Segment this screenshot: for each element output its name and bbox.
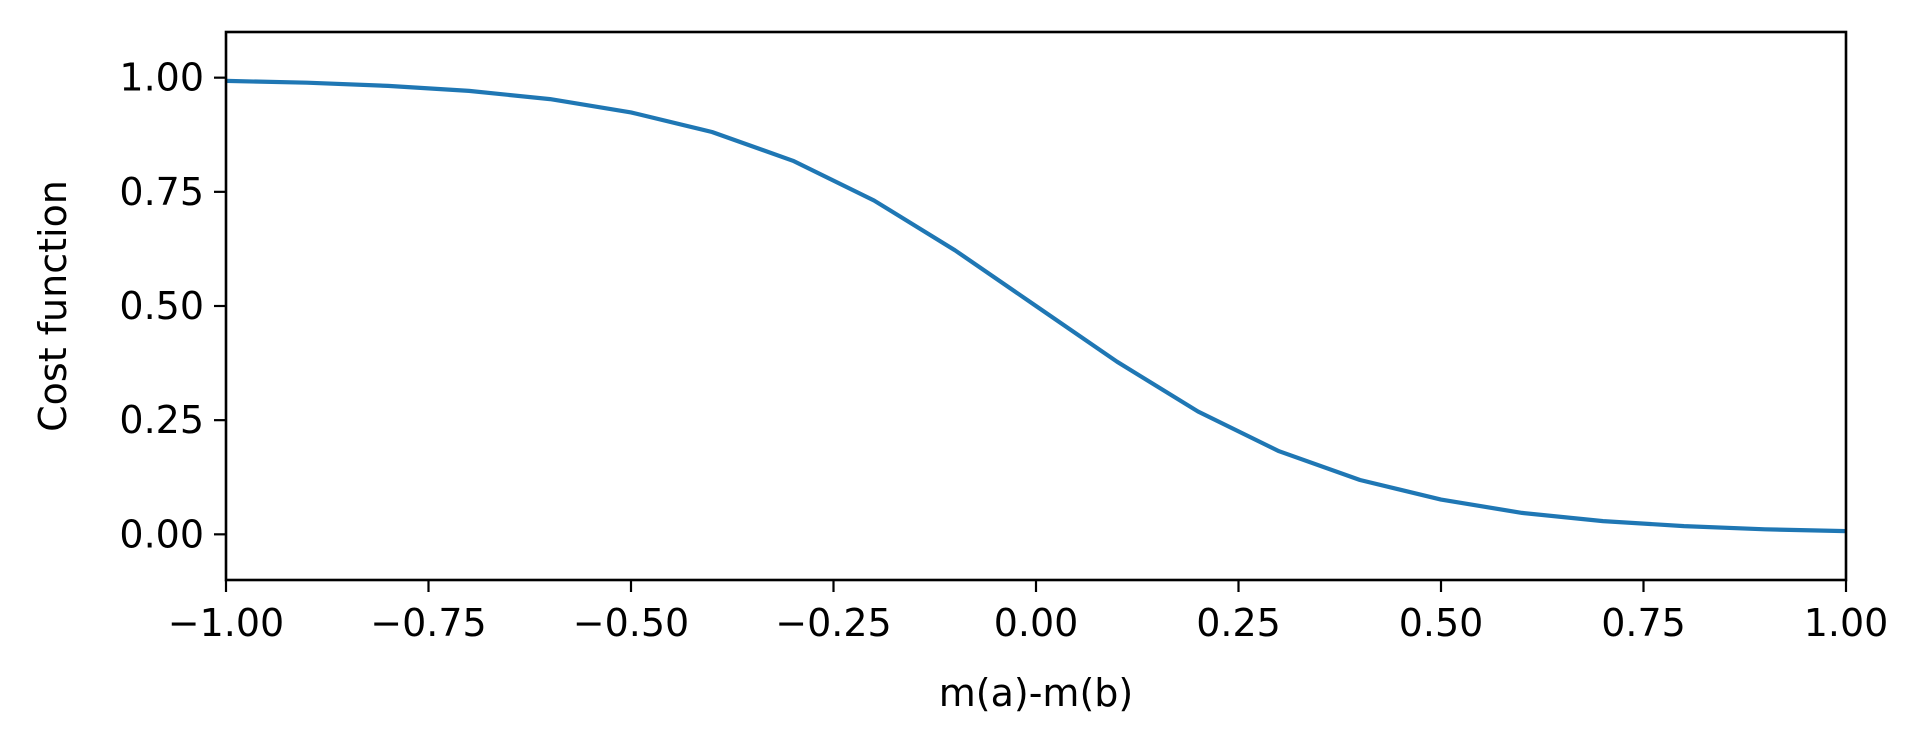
y-tick-label: 0.00 — [119, 512, 204, 556]
y-tick-label: 0.50 — [119, 284, 204, 328]
x-tick-label: −0.50 — [573, 601, 689, 645]
x-tick-label: 1.00 — [1804, 601, 1889, 645]
plot-area — [225, 78, 1847, 534]
x-tick-label: −0.75 — [370, 601, 486, 645]
x-axis-label: m(a)-m(b) — [939, 671, 1133, 715]
x-tick-label: −1.00 — [168, 601, 284, 645]
x-tick-label: 0.75 — [1601, 601, 1686, 645]
x-tick-label: 0.00 — [994, 601, 1079, 645]
y-tick-label: 0.75 — [119, 170, 204, 214]
y-tick-label: 1.00 — [119, 56, 204, 100]
series-line — [225, 78, 1847, 534]
x-tick-label: 0.50 — [1399, 601, 1484, 645]
ticks: −1.00 −0.75 −0.50 −0.25 0.00 0.25 0.50 0.75 1.00… — [119, 56, 1888, 645]
x-tick-label: −0.25 — [775, 601, 891, 645]
y-axis-label: Cost function — [31, 180, 75, 432]
x-tick-label: 0.25 — [1196, 601, 1281, 645]
y-tick-label: 0.25 — [119, 398, 204, 442]
